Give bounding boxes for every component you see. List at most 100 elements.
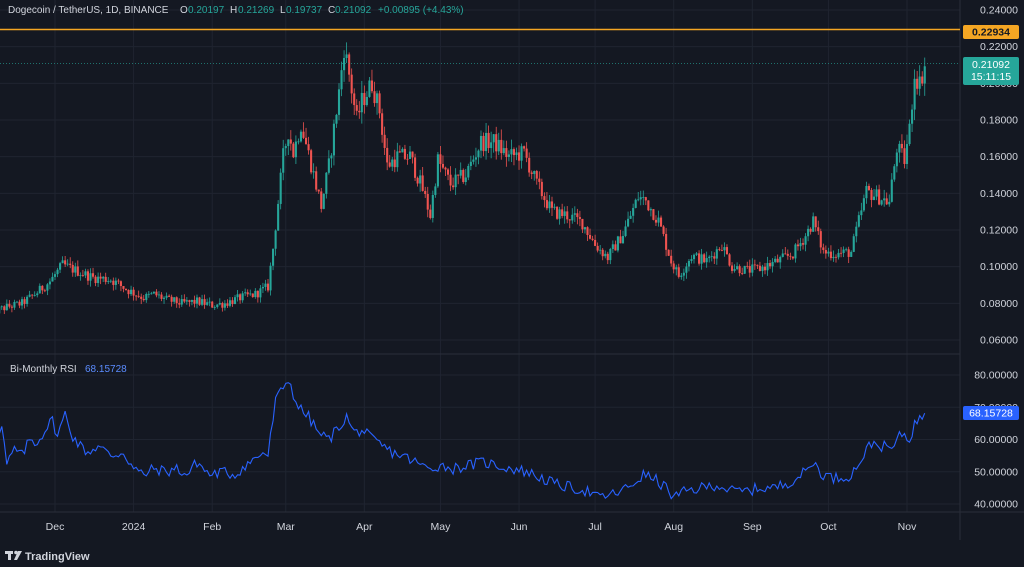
candle-body xyxy=(414,157,417,178)
candle-body xyxy=(439,154,442,164)
candle-body xyxy=(708,256,711,259)
candle-body xyxy=(872,196,876,200)
rsi-legend[interactable]: Bi-Monthly RSI 68.15728 xyxy=(10,364,127,375)
candle-body xyxy=(586,227,589,236)
price-badge-bg xyxy=(963,57,1019,85)
candle-body xyxy=(147,293,150,295)
candle-body xyxy=(56,269,59,275)
candle-body xyxy=(710,256,713,258)
candle-body xyxy=(0,306,3,308)
candle-body xyxy=(751,264,754,273)
candle-body xyxy=(13,301,16,308)
candle-body xyxy=(178,303,181,305)
candle-body xyxy=(771,261,774,267)
candle-body xyxy=(857,215,860,227)
close-label: C xyxy=(328,5,335,16)
candle-body xyxy=(568,219,571,221)
candle-body xyxy=(845,249,848,251)
candle-body xyxy=(406,158,409,160)
candle-body xyxy=(190,299,193,302)
candle-body xyxy=(185,300,188,302)
candle-body xyxy=(573,213,576,215)
candle-body xyxy=(18,301,21,306)
candle-body xyxy=(591,238,594,240)
time-tick-label: 2024 xyxy=(122,521,146,533)
candle-body xyxy=(365,96,368,106)
candle-body xyxy=(525,148,528,158)
candle-body xyxy=(274,230,277,249)
candle-body xyxy=(97,276,100,284)
candle-body xyxy=(398,151,401,153)
candle-body xyxy=(411,151,414,158)
candle-body xyxy=(23,299,26,304)
candle-body xyxy=(862,198,865,211)
candle-body xyxy=(885,198,888,205)
candle-body xyxy=(530,172,533,174)
candle-body xyxy=(606,253,609,261)
time-tick-label: Sep xyxy=(743,521,762,533)
candle-body xyxy=(774,258,777,262)
open-value: 0.20197 xyxy=(188,5,225,16)
price-tick-label: 0.18000 xyxy=(980,115,1018,127)
candle-body xyxy=(403,148,406,159)
candle-body xyxy=(888,201,891,205)
rsi-tick-label: 80.00000 xyxy=(974,370,1018,382)
time-tick-label: Aug xyxy=(664,521,683,533)
candle-body xyxy=(79,275,82,276)
candle-body xyxy=(152,291,155,294)
candle-body xyxy=(26,296,29,304)
price-tick-label: 0.14000 xyxy=(980,188,1018,200)
candle-body xyxy=(685,266,688,273)
brand-name: TradingView xyxy=(25,551,90,563)
time-tick-label: Dec xyxy=(46,521,65,533)
candle-body xyxy=(218,302,221,305)
candle-body xyxy=(112,280,115,285)
candle-body xyxy=(388,162,391,167)
candle-body xyxy=(3,306,6,311)
symbol-legend[interactable]: Dogecoin / TetherUS, 1D, BINANCE O 0.201… xyxy=(8,5,464,16)
time-tick-label: Mar xyxy=(277,521,296,533)
candle-body xyxy=(416,177,419,184)
candle-body xyxy=(355,105,358,111)
tradingview-logo[interactable]: TradingView xyxy=(5,550,90,563)
candle-body xyxy=(353,93,356,106)
candle-body xyxy=(855,226,858,237)
rsi-tick-label: 40.00000 xyxy=(974,499,1018,511)
candle-body xyxy=(814,216,817,228)
candle-body xyxy=(766,263,769,271)
candle-body xyxy=(246,292,249,295)
candle-body xyxy=(5,303,8,311)
candle-body xyxy=(566,211,569,220)
close-value: 0.21092 xyxy=(335,5,372,16)
candle-body xyxy=(581,218,584,230)
candle-body xyxy=(373,91,376,104)
candle-body xyxy=(621,235,625,244)
candle-body xyxy=(33,295,36,296)
change-value: +0.00895 (+4.43%) xyxy=(378,5,464,16)
candle-body xyxy=(601,249,604,257)
candle-body xyxy=(462,169,465,182)
candle-body xyxy=(201,299,204,305)
candle-body xyxy=(627,218,630,227)
candle-body xyxy=(804,236,807,245)
candle-body xyxy=(677,267,680,277)
candle-body xyxy=(801,243,805,245)
candle-body xyxy=(705,258,708,263)
candle-body xyxy=(343,58,346,71)
candle-body xyxy=(616,236,619,251)
level-badge-bg xyxy=(963,25,1019,39)
candle-body xyxy=(647,200,650,211)
candle-body xyxy=(553,206,556,208)
price-badge: 0.21092 15:11:15 xyxy=(963,57,1019,85)
candle-body xyxy=(272,248,275,266)
candle-body xyxy=(69,263,72,265)
rsi-badge: 68.15728 xyxy=(963,406,1019,420)
candle-body xyxy=(545,200,548,209)
candle-body xyxy=(921,76,924,84)
candle-body xyxy=(695,253,698,255)
candle-body xyxy=(870,190,873,200)
candle-body xyxy=(304,137,308,145)
candle-body xyxy=(127,289,130,295)
